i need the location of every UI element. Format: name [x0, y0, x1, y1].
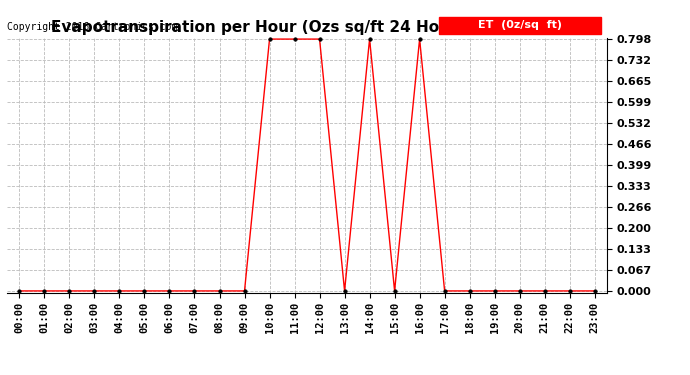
- ET  (0z/sq  ft): [366, 37, 374, 41]
- ET  (0z/sq  ft): [566, 289, 574, 293]
- ET  (0z/sq  ft): [115, 289, 124, 293]
- ET  (0z/sq  ft): [166, 289, 174, 293]
- Title: Evapotranspiration per Hour (Ozs sq/ft 24 Hours) 20160419: Evapotranspiration per Hour (Ozs sq/ft 2…: [51, 20, 563, 35]
- ET  (0z/sq  ft): [315, 37, 324, 41]
- ET  (0z/sq  ft): [266, 37, 274, 41]
- ET  (0z/sq  ft): [40, 289, 48, 293]
- ET  (0z/sq  ft): [66, 289, 74, 293]
- ET  (0z/sq  ft): [466, 289, 474, 293]
- ET  (0z/sq  ft): [591, 289, 599, 293]
- ET  (0z/sq  ft): [491, 289, 499, 293]
- ET  (0z/sq  ft): [190, 289, 199, 293]
- Text: ET  (0z/sq  ft): ET (0z/sq ft): [478, 20, 562, 30]
- ET  (0z/sq  ft): [240, 289, 248, 293]
- ET  (0z/sq  ft): [90, 289, 99, 293]
- ET  (0z/sq  ft): [391, 289, 399, 293]
- ET  (0z/sq  ft): [290, 37, 299, 41]
- ET  (0z/sq  ft): [15, 289, 23, 293]
- Text: Copyright 2016 Cartronics.com: Copyright 2016 Cartronics.com: [7, 22, 177, 32]
- ET  (0z/sq  ft): [415, 37, 424, 41]
- ET  (0z/sq  ft): [540, 289, 549, 293]
- Line: ET  (0z/sq  ft): ET (0z/sq ft): [18, 38, 596, 292]
- ET  (0z/sq  ft): [215, 289, 224, 293]
- ET  (0z/sq  ft): [515, 289, 524, 293]
- ET  (0z/sq  ft): [140, 289, 148, 293]
- ET  (0z/sq  ft): [440, 289, 449, 293]
- FancyBboxPatch shape: [439, 17, 601, 34]
- ET  (0z/sq  ft): [340, 289, 348, 293]
